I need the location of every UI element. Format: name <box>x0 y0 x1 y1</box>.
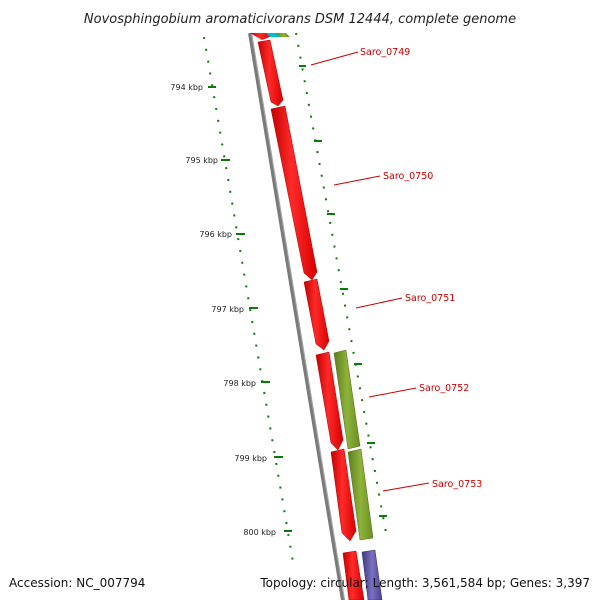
gene-label-text: Saro_0750 <box>383 171 433 182</box>
gene-label-saro-0749[interactable]: Saro_0749 <box>310 47 410 66</box>
gene-label-text: Saro_0753 <box>432 479 482 490</box>
gene-arrow-next[interactable] <box>342 550 365 600</box>
ruler-label: 799 kbp <box>234 454 267 463</box>
gene-arrow-saro-0753[interactable] <box>330 448 357 542</box>
ruler-label: 800 kbp <box>243 528 276 537</box>
feature-block-olive-1[interactable] <box>333 349 361 450</box>
gene-label-text: Saro_0749 <box>360 47 410 58</box>
feature-block-purple[interactable] <box>361 549 383 600</box>
gene-label-saro-0753[interactable]: Saro_0753 <box>382 479 482 492</box>
gene-arrow-saro-0750[interactable] <box>270 105 318 281</box>
ruler-label: 794 kbp <box>170 83 203 92</box>
ruler-right <box>295 32 387 534</box>
gene-label-saro-0750[interactable]: Saro_0750 <box>333 171 433 186</box>
gene-arrow-saro-0749[interactable] <box>257 39 284 107</box>
sequence-backbone <box>248 32 345 600</box>
gene-arrow-saro-0751[interactable] <box>303 278 330 351</box>
feature-top-partial[interactable] <box>250 33 290 40</box>
gene-label-saro-0751[interactable]: Saro_0751 <box>355 293 455 309</box>
ruler-label: 796 kbp <box>199 230 232 239</box>
feature-block-olive-2[interactable] <box>347 448 374 541</box>
accession-text: Accession: NC_007794 <box>9 576 145 590</box>
gene-label-text: Saro_0752 <box>419 383 469 394</box>
map-title: Novosphingobium aromaticivorans DSM 1244… <box>84 12 516 27</box>
ruler-label: 795 kbp <box>185 156 218 165</box>
gene-label-saro-0752[interactable]: Saro_0752 <box>368 383 469 398</box>
genome-summary-text: Topology: circular; Length: 3,561,584 bp… <box>259 576 590 590</box>
gene-arrow-saro-0752[interactable] <box>315 351 344 451</box>
ruler-left: 794 kbp 795 kbp 796 kbp 797 kbp 798 kbp … <box>170 36 295 569</box>
ruler-label: 797 kbp <box>211 305 244 314</box>
ruler-label: 798 kbp <box>223 379 256 388</box>
gene-label-text: Saro_0751 <box>405 293 455 304</box>
